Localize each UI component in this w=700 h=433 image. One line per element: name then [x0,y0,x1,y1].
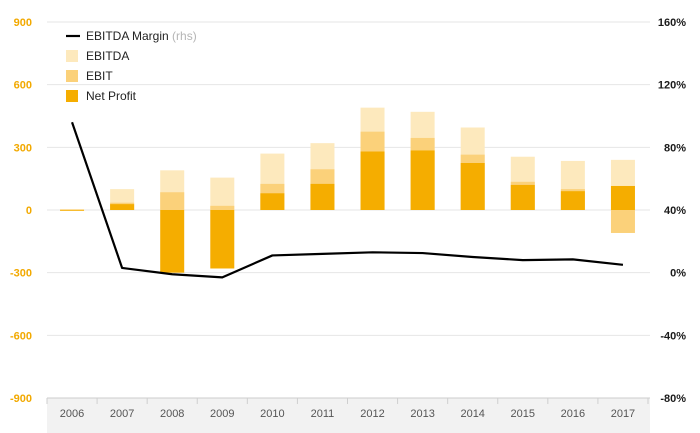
bar-net-profit [460,163,485,210]
bar-net-profit [310,183,335,210]
bar-net-profit [360,151,385,210]
bar-net-profit [610,185,635,210]
left-tick-label: -300 [10,268,32,280]
bar-ebitda [210,177,235,210]
legend-swatch-ebitda [66,50,78,62]
legend-label-rhs: (rhs) [172,29,197,43]
right-tick-label: 160% [658,17,686,29]
bar-net-profit [510,184,535,210]
left-tick-label: 300 [14,142,32,154]
bar-ebit [610,210,635,233]
x-tick-label: 2017 [611,408,635,420]
x-tick-label: 2009 [210,408,234,420]
bars [60,107,635,273]
bar-ebit [160,192,185,210]
margin-line [71,121,624,279]
left-axis-ticks: 900 600 300 0 -300 -600 -900 [10,17,32,405]
legend-label-ebit: EBIT [86,69,113,83]
right-tick-label: -80% [660,393,686,405]
grid-lines [47,21,650,336]
legend-label-ebitda-margin: EBITDA Margin (rhs) [86,29,197,43]
bar-net-profit [110,204,135,210]
bar-net-profit [260,193,285,210]
left-tick-label: 900 [14,17,32,29]
right-tick-label: 40% [664,205,686,217]
x-tick-label: 2015 [511,408,535,420]
x-tick-label: 2016 [561,408,585,420]
x-tick-label: 2006 [60,408,84,420]
bar-net-profit [60,209,85,211]
left-tick-label: -600 [10,330,32,342]
legend-label-ebitda: EBITDA [86,49,129,63]
x-tick-label: 2007 [110,408,134,420]
legend-label-net-profit: Net Profit [86,89,137,103]
legend-swatch-ebit [66,70,78,82]
right-tick-label: 120% [658,80,686,92]
x-axis-band [47,398,650,433]
bar-net-profit [210,210,235,269]
right-tick-label: 80% [664,142,686,154]
left-tick-label: 600 [14,80,32,92]
bar-net-profit [160,210,185,273]
bar-net-profit [560,191,585,210]
left-tick-label: 0 [26,205,32,217]
bar-ebit [210,205,235,210]
x-tick-label: 2013 [410,408,434,420]
legend-swatch-net-profit [66,90,78,102]
x-tick-label: 2010 [260,408,284,420]
right-axis-ticks: 160% 120% 80% 40% 0% -40% -80% [658,17,686,405]
right-tick-label: -40% [660,330,686,342]
x-tick-label: 2008 [160,408,184,420]
right-tick-label: 0% [670,268,686,280]
x-tick-label: 2014 [460,408,484,420]
bar-net-profit [410,150,435,210]
line-ebitda-margin [71,121,624,279]
left-tick-label: -900 [10,393,32,405]
x-axis: 2006 2007 2008 2009 2010 2011 2012 2013 2014 2015… [46,397,650,433]
x-tick-label: 2011 [311,408,335,420]
legend: EBITDA Margin (rhs) EBITDA EBIT Net Profit [66,29,197,103]
x-tick-label: 2012 [360,408,384,420]
